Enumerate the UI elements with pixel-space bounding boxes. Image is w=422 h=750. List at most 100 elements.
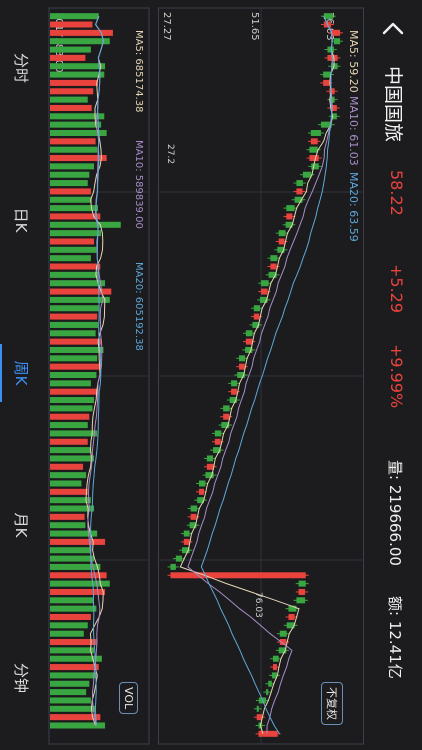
volume-bar [50, 405, 93, 412]
ma-lines-group [85, 15, 335, 735]
candle [231, 388, 237, 395]
candle [261, 288, 268, 295]
volume-bar [50, 54, 86, 61]
volume-bar [50, 221, 121, 228]
volume-bar [50, 555, 95, 562]
volume-bar [50, 313, 98, 320]
volume-bar [49, 588, 106, 595]
current-price: 58.22 [387, 170, 406, 216]
volume-bar [50, 472, 87, 479]
candle [214, 430, 222, 437]
volume-bar [50, 46, 91, 53]
tab-monthly-k[interactable]: 月K [12, 512, 30, 538]
volume-bar [50, 438, 88, 445]
volume-bar [50, 196, 92, 203]
volume-bar [49, 664, 99, 671]
candle [331, 113, 337, 120]
candle [256, 714, 263, 721]
chevron-left-icon[interactable] [378, 14, 408, 44]
candle [296, 597, 306, 604]
candle [266, 689, 269, 696]
candle [286, 622, 295, 629]
ma20-line [200, 15, 333, 735]
candle [261, 280, 269, 287]
candle [309, 155, 319, 162]
candle [190, 505, 198, 512]
tab-intraday[interactable]: 分时 [12, 52, 30, 83]
volume-bar [49, 263, 101, 270]
volume-bar [49, 288, 112, 295]
volume-bar [49, 38, 110, 45]
tab-weekly-k[interactable]: 周K [12, 360, 30, 386]
candle [170, 572, 306, 579]
volume-bar [50, 180, 88, 187]
volume-bar [49, 630, 84, 637]
candle [205, 472, 214, 479]
candle [333, 38, 341, 45]
candle [279, 630, 287, 637]
volume-bar [50, 622, 88, 629]
volume-bar [50, 613, 91, 621]
volume-bar [49, 572, 107, 579]
tab-minute[interactable]: 分钟 [12, 662, 30, 693]
candle [206, 463, 214, 470]
volume-bar [49, 563, 101, 570]
chart-area[interactable]: MA5: 59.20 MA10: 61.03 MA20: 63.59 76.03… [40, 0, 364, 750]
candle [223, 413, 230, 420]
volume-bar [50, 505, 95, 512]
candle [270, 255, 278, 262]
volume-bar [49, 63, 106, 70]
candle [197, 497, 205, 504]
volume-bar [49, 71, 105, 78]
candle [214, 438, 221, 445]
candle [278, 238, 285, 245]
volume-bar [49, 29, 113, 36]
volume-bar [49, 714, 101, 721]
adjust-button[interactable]: 不复权 [321, 682, 343, 725]
volume-bar [49, 655, 102, 662]
volume-bar [50, 397, 95, 404]
ma5-line [179, 15, 335, 734]
candle [296, 180, 303, 187]
volume-bar [50, 138, 96, 145]
candle [239, 363, 245, 370]
tab-daily-k[interactable]: 日K [12, 207, 30, 233]
active-tab-indicator [0, 344, 2, 402]
volume-bar [50, 422, 88, 429]
volume-bar [50, 205, 98, 212]
candle [245, 338, 253, 345]
volume-bar [50, 597, 94, 604]
candle [223, 405, 230, 412]
candle [309, 146, 318, 153]
volume-bar [49, 113, 105, 120]
volume-bar [50, 547, 91, 554]
candle [329, 88, 335, 95]
indicator-button[interactable]: VOL [119, 682, 138, 715]
volume-bar [50, 672, 96, 679]
candle [272, 664, 277, 671]
volume-bar [49, 129, 107, 137]
volume-bars-group [49, 13, 121, 729]
volume-bar [50, 21, 93, 28]
candle [253, 305, 260, 312]
volume-bar [50, 246, 97, 253]
ma20-label: MA20: 63.59 [347, 172, 360, 242]
volume-bar [49, 480, 82, 487]
candle [298, 588, 306, 595]
candle [198, 488, 205, 495]
volume-bar [50, 697, 91, 704]
candle [286, 205, 295, 212]
axis-price-low: 27.27 [161, 12, 172, 41]
candle [296, 188, 303, 195]
volume-bar [50, 163, 95, 170]
volume-bar [49, 346, 104, 353]
candle [320, 121, 332, 128]
volume-bar [50, 79, 98, 86]
volume-bar [50, 388, 98, 395]
candle [323, 79, 330, 86]
candle [302, 171, 312, 178]
volume-bar [50, 488, 88, 495]
volume-bar [49, 463, 84, 470]
ma5-label: MA5: 59.20 [347, 30, 360, 93]
candles-group [167, 13, 343, 737]
